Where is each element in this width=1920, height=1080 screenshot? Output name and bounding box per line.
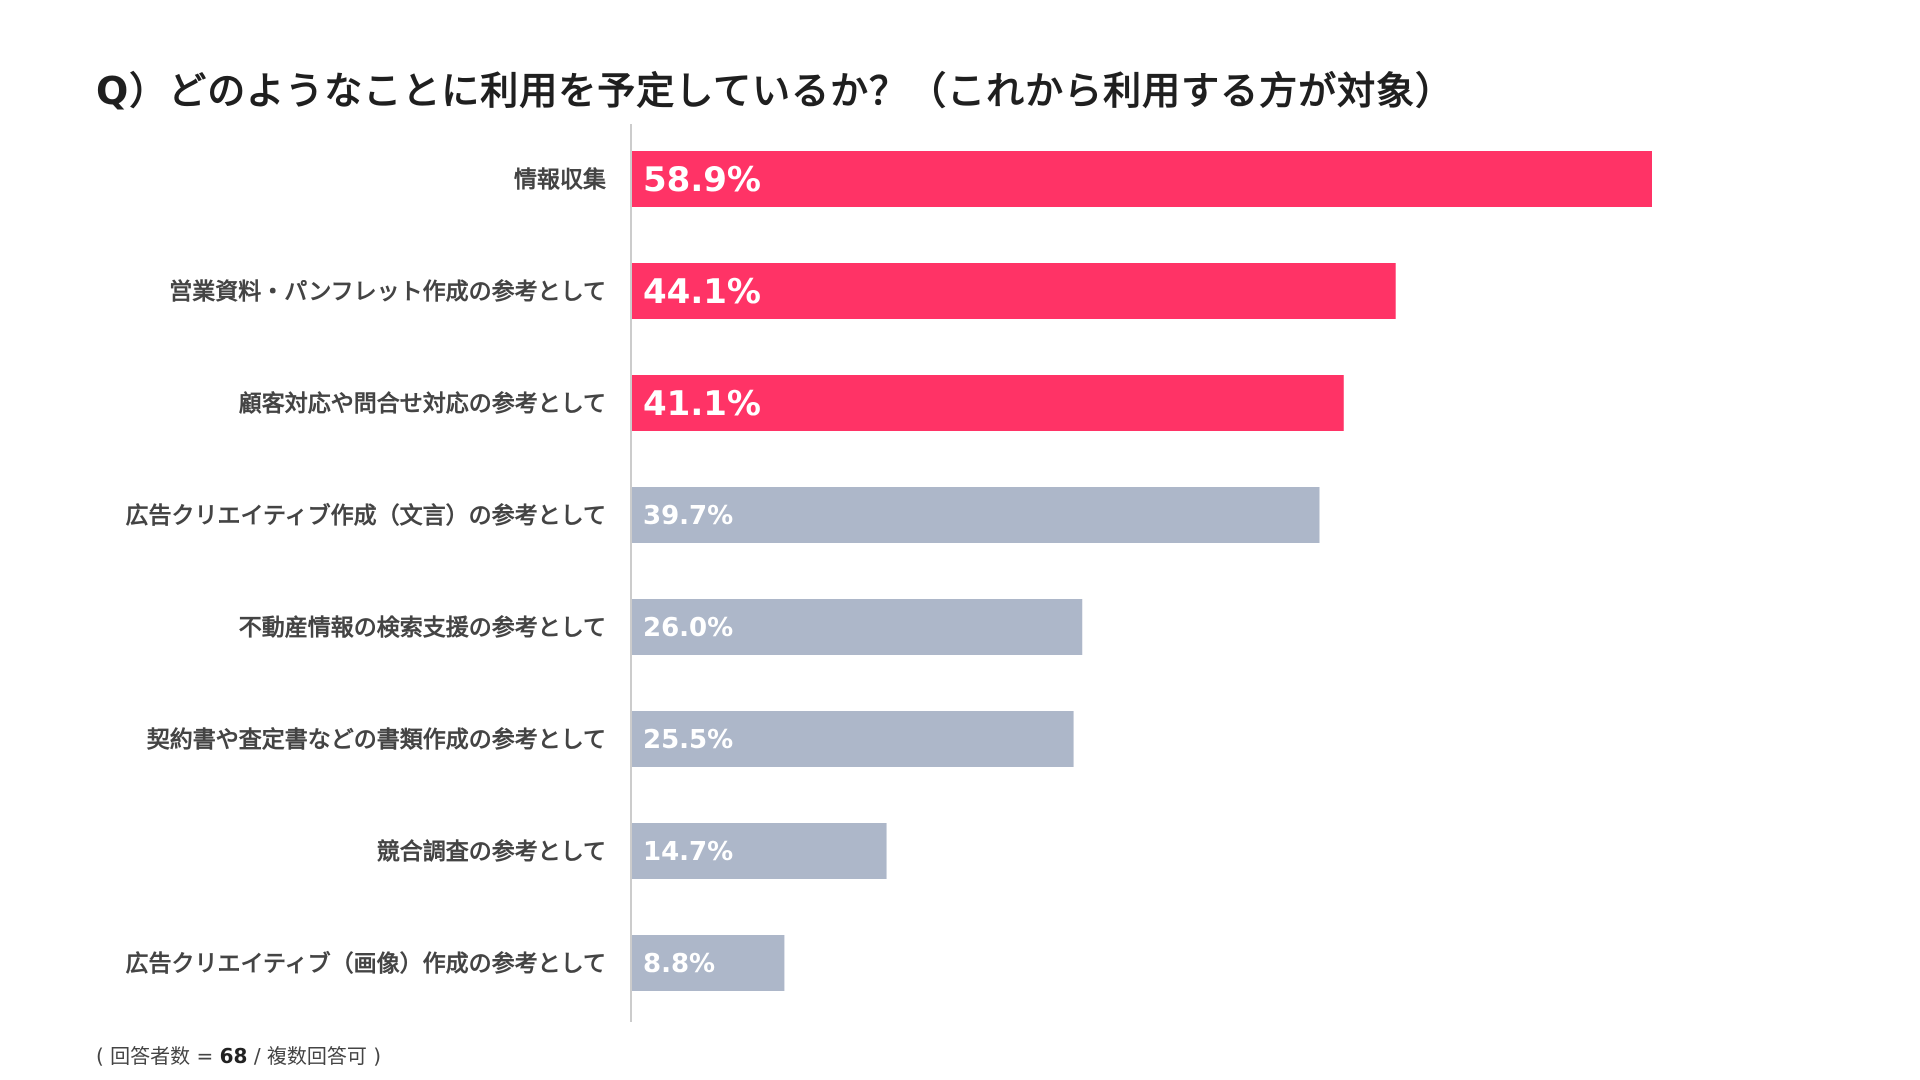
category-label-5: 不動産情報の検索支援の参考として	[239, 614, 606, 641]
bar-8	[632, 935, 785, 991]
footnote-prefix: ( 回答者数 =	[96, 1044, 220, 1068]
bar-5	[632, 599, 1083, 655]
value-label-1: 58.9%	[643, 160, 761, 200]
category-label-6: 契約書や査定書などの書類作成の参考として	[146, 726, 606, 753]
footnote-suffix: / 複数回答可 )	[247, 1044, 382, 1068]
value-label-2: 44.1%	[643, 272, 761, 312]
respondent-footnote: ( 回答者数 = 68 / 複数回答可 )	[96, 1040, 381, 1069]
bar-2	[632, 263, 1396, 319]
category-label-4: 広告クリエイティブ作成（文言）の参考として	[126, 502, 606, 529]
value-label-7: 14.7%	[643, 837, 733, 867]
value-label-4: 39.7%	[643, 501, 733, 531]
category-label-3: 顧客対応や問合せ対応の参考として	[239, 390, 606, 417]
bar-4	[632, 487, 1320, 543]
bar-7	[632, 823, 887, 879]
category-label-1: 情報収集	[514, 166, 607, 193]
value-label-8: 8.8%	[643, 949, 715, 979]
value-label-5: 26.0%	[643, 613, 733, 643]
chart-title: Q）どのようなことに利用を予定しているか？（これから利用する方が対象）	[96, 69, 1455, 113]
category-label-7: 競合調査の参考として	[377, 838, 606, 865]
bar-3	[632, 375, 1344, 431]
value-label-3: 41.1%	[643, 384, 761, 424]
respondent-count: 68	[219, 1044, 248, 1068]
value-label-6: 25.5%	[643, 725, 733, 755]
bar-6	[632, 711, 1074, 767]
category-label-2: 営業資料・パンフレット作成の参考として	[169, 278, 606, 305]
bar-1	[632, 151, 1652, 207]
category-label-8: 広告クリエイティブ（画像）作成の参考として	[126, 950, 606, 977]
